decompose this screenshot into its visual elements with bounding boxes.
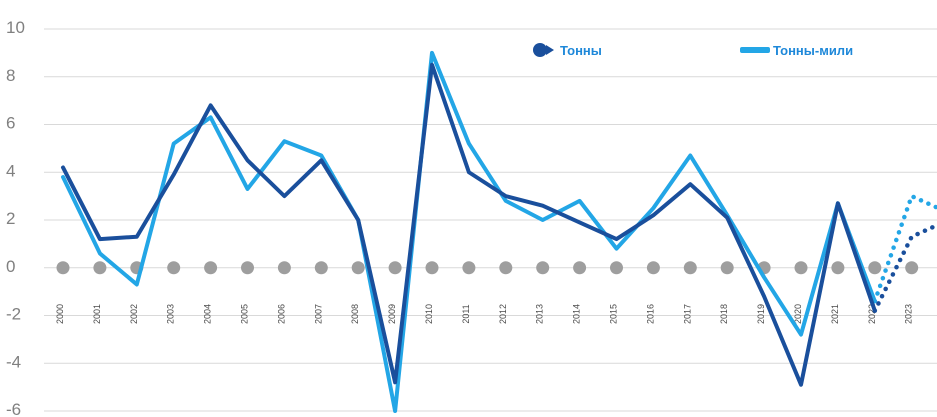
zero-line-marker [204, 261, 218, 275]
zero-line-marker [868, 261, 882, 275]
zero-line-marker [351, 261, 365, 275]
y-tick-label: 6 [6, 114, 15, 133]
y-tick-label: -6 [6, 400, 21, 417]
zero-line-marker [536, 261, 550, 275]
x-axis-ticks: 2000 2001 2002 2003 2004 2005 2006 2007 2008 2009… [55, 304, 914, 324]
series-projection-1 [872, 193, 937, 304]
zero-line-marker [720, 261, 734, 275]
x-tick-label: 2020 [793, 304, 803, 324]
x-tick-label: 2009 [387, 304, 397, 324]
x-tick-label: 2005 [240, 304, 250, 324]
series-line-1 [61, 50, 877, 413]
x-tick-label: 2006 [276, 304, 286, 324]
legend-item-tonny: Тонны [533, 43, 602, 58]
y-tick-label: 0 [6, 257, 15, 276]
x-tick-label: 2014 [572, 304, 582, 324]
x-tick-label: 2007 [313, 304, 323, 324]
legend-item-tonny-mili: Тонны-мили [740, 43, 853, 58]
x-tick-label: 2022 [867, 304, 877, 324]
zero-line-marker [610, 261, 623, 275]
x-tick-label: 2003 [166, 304, 176, 324]
gridlines [44, 28, 937, 412]
y-tick-label: -2 [6, 305, 21, 324]
x-tick-label: 2008 [350, 304, 360, 324]
zero-line-marker [831, 261, 845, 275]
legend-tonny-mili-marker [740, 47, 770, 53]
zero-line-marker [241, 261, 254, 275]
x-tick-label: 2016 [645, 304, 655, 324]
zero-line-marker [314, 261, 328, 275]
zero-line-marker [388, 261, 402, 275]
zero-line-marker [683, 261, 697, 275]
y-axis-ticks: 10 8 6 4 2 0 -2 -4 -6 [6, 18, 25, 417]
x-tick-label: 2012 [498, 304, 508, 324]
zero-line-marker [573, 261, 587, 275]
x-tick-label: 2019 [756, 304, 766, 324]
y-tick-label: 8 [6, 66, 15, 85]
zero-line-marker [905, 261, 919, 275]
x-tick-label: 2010 [424, 304, 434, 324]
x-tick-label: 2021 [830, 304, 840, 324]
zero-line-marker [462, 261, 476, 275]
x-tick-label: 2002 [129, 304, 139, 324]
x-tick-label: 2015 [609, 304, 619, 324]
x-tick-label: 2023 [904, 304, 914, 324]
zero-line-marker [93, 261, 107, 275]
legend-tonny-mili-label: Тонны-мили [773, 43, 853, 58]
series-projection-0 [872, 222, 937, 313]
y-tick-label: 2 [6, 209, 15, 228]
x-tick-label: 2018 [719, 304, 729, 324]
x-tick-label: 2001 [92, 304, 102, 324]
x-tick-label: 2000 [55, 304, 65, 324]
zero-line-marker [425, 261, 439, 275]
legend-tonny-marker [533, 43, 547, 57]
zero-line-marker [499, 261, 513, 275]
legend-tonny-label: Тонны [560, 43, 602, 58]
y-tick-label: 10 [6, 18, 25, 37]
zero-line-marker [794, 261, 808, 275]
y-tick-label: -4 [6, 352, 21, 371]
x-tick-label: 2011 [461, 304, 471, 323]
x-tick-label: 2004 [203, 304, 213, 324]
y-tick-label: 4 [6, 161, 15, 180]
zero-line-marker [56, 261, 70, 275]
zero-line-marker [277, 261, 291, 275]
zero-line-marker [646, 261, 660, 275]
x-tick-label: 2013 [535, 304, 545, 324]
legend-tonny-marker-tip [546, 45, 554, 55]
x-tick-label: 2017 [682, 304, 692, 324]
zero-line-marker [167, 261, 181, 275]
legend: Тонны Тонны-мили [533, 43, 853, 58]
series-line-0 [61, 62, 877, 387]
series-lines [61, 50, 937, 413]
